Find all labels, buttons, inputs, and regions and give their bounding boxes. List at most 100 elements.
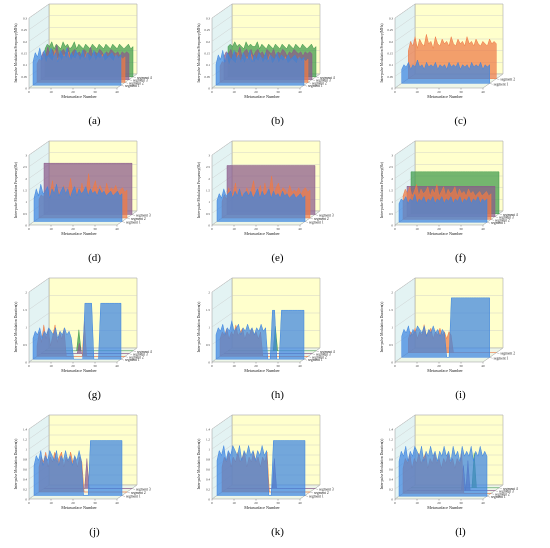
segment-label: segment 2 xyxy=(129,81,144,85)
y-tick-label: 0 xyxy=(208,498,210,502)
x-tick-label: 40 xyxy=(298,364,302,368)
segment-tick xyxy=(309,217,314,220)
segment-label: segment 3 xyxy=(136,488,151,492)
segment-tick xyxy=(486,496,491,498)
segment-label: segment 1 xyxy=(494,82,509,86)
x-tick-label: 0 xyxy=(211,90,213,94)
grid-line xyxy=(28,152,50,167)
subplot-caption: (a) xyxy=(88,115,101,127)
series-area-segment-1 xyxy=(398,445,488,497)
y-tick-label: 0.15 xyxy=(21,52,27,56)
y-tick-label: 1 xyxy=(25,200,27,204)
y-axis-label: Inter-pulse Modulation Duration(s) xyxy=(380,438,384,489)
x-tick-label: 30 xyxy=(93,90,97,94)
y-tick-label: 2 xyxy=(25,177,27,181)
grid-line xyxy=(394,152,416,167)
segment-tick xyxy=(496,78,500,80)
grid-line xyxy=(211,140,233,156)
y-tick-label: 1.4 xyxy=(206,428,210,432)
grid-line xyxy=(211,424,233,440)
grid-line xyxy=(394,3,416,19)
segment-tick xyxy=(498,487,503,489)
segment-tick xyxy=(303,359,308,361)
segment-label: segment 1 xyxy=(309,221,324,225)
x-tick-label: 30 xyxy=(276,227,280,231)
segment-label: segment 4 xyxy=(137,76,152,80)
series-area-segment-1 xyxy=(215,50,305,86)
x-tick-label: 30 xyxy=(276,90,280,94)
y-tick-label: 3 xyxy=(208,154,210,158)
segment-label: segment 1 xyxy=(308,358,323,362)
segment-label: segment 4 xyxy=(137,350,152,354)
grid-line xyxy=(394,164,416,179)
x-tick-label: 0 xyxy=(394,364,396,368)
segment-tick xyxy=(126,491,131,494)
y-axis-label: Inter-pulse Modulation Frequency(MHz) xyxy=(197,23,201,83)
y-tick-label: 0.05 xyxy=(204,75,210,79)
series-area-segment-1 xyxy=(401,59,490,84)
x-tick-label: 40 xyxy=(298,501,302,505)
series-area-segment-1 xyxy=(401,297,490,358)
y-tick-label: 1.2 xyxy=(23,438,27,442)
y-tick-label: 0 xyxy=(208,87,210,91)
grid-line xyxy=(28,424,50,440)
segment-tick xyxy=(486,222,491,224)
y-tick-label: 0 xyxy=(391,87,393,91)
y-tick-label: 0.5 xyxy=(23,343,27,347)
segment-tick xyxy=(132,76,137,78)
grid-line xyxy=(28,312,50,328)
segment-label: segment 2 xyxy=(495,492,510,496)
segment-label: segment 2 xyxy=(312,81,327,85)
segment-label: segment 1 xyxy=(494,356,509,360)
subplot-j: 1.4 1.2 1 0.8 0.6 0.4 0.2 0 segment 3 segment 2 se… xyxy=(3,411,186,548)
x-tick-label: 0 xyxy=(394,501,396,505)
segment-tick xyxy=(128,79,133,81)
y-tick-label: 0.5 xyxy=(23,212,27,216)
segment-label: segment 3 xyxy=(316,353,331,357)
segment-label: segment 2 xyxy=(314,491,329,495)
subplot-caption: (e) xyxy=(271,252,284,264)
series-area-segment-1 xyxy=(32,302,122,360)
y-tick-label: 3 xyxy=(25,154,27,158)
y-tick-label: 0.1 xyxy=(389,63,393,67)
y-tick-label: 0.4 xyxy=(23,478,27,482)
y-tick-label: 0.8 xyxy=(23,458,27,462)
subplot-h: 2 1.5 1 0.5 0 segment 4 segment 3 segment 2 segm… xyxy=(186,274,369,411)
segment-tick xyxy=(315,76,320,78)
y-tick-label: 0 xyxy=(391,224,393,228)
x-tick-label: 0 xyxy=(394,90,396,94)
segment-label: segment 2 xyxy=(500,352,515,356)
grid-line xyxy=(211,295,233,310)
y-tick-label: 2 xyxy=(391,291,393,295)
y-tick-label: 1.5 xyxy=(23,189,27,193)
segment-label: segment 2 xyxy=(314,217,329,221)
x-tick-label: 10 xyxy=(232,501,236,505)
x-tick-label: 20 xyxy=(71,90,75,94)
grid-line xyxy=(28,295,50,310)
segment-label: segment 3 xyxy=(316,79,331,83)
grid-line xyxy=(28,277,50,293)
x-tick-label: 10 xyxy=(49,90,53,94)
grid-line xyxy=(394,38,416,54)
y-tick-label: 2.5 xyxy=(206,165,210,169)
segment-tick xyxy=(307,82,312,84)
y-tick-label: 0.4 xyxy=(206,478,210,482)
grid-line xyxy=(394,434,416,450)
y-tick-label: 0 xyxy=(208,361,210,365)
x-tick-label: 30 xyxy=(459,501,463,505)
x-tick-label: 0 xyxy=(28,364,30,368)
y-tick-label: 0.4 xyxy=(389,478,393,482)
y-tick-label: 1.5 xyxy=(389,308,393,312)
x-axis-label: Metasurface Number xyxy=(427,368,463,373)
subplot-caption: (b) xyxy=(271,115,284,127)
y-tick-label: 0.5 xyxy=(389,343,393,347)
subplot-k: 1.4 1.2 1 0.8 0.6 0.4 0.2 0 segment 3 segment 2 se… xyxy=(186,411,369,548)
y-tick-label: 0 xyxy=(391,361,393,365)
y-tick-label: 0.2 xyxy=(206,40,210,44)
y-tick-label: 1 xyxy=(208,448,210,452)
segment-tick xyxy=(303,85,308,87)
